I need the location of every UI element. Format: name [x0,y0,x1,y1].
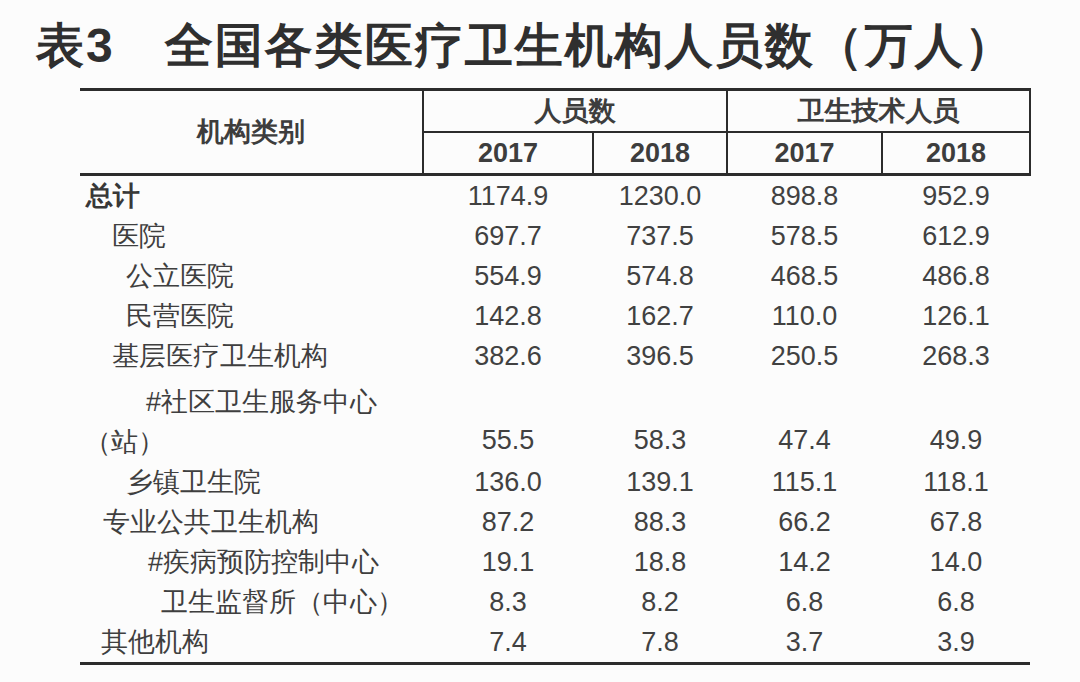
category-line-1: #社区卫生服务中心 [80,382,423,422]
value-cell: 382.6 [423,336,593,376]
table-header: 机构类别 人员数 卫生技术人员 2017 2018 2017 2018 [80,90,1030,175]
value-cell: 737.5 [593,216,727,256]
value-cell: 162.7 [593,296,727,336]
value-cell: 578.5 [727,216,882,256]
header-row-groups: 机构类别 人员数 卫生技术人员 [80,90,1030,133]
category-cell: #疾病预防控制中心 [80,542,423,582]
table-row-private-hospitals: 民营医院 142.8 162.7 110.0 126.1 [80,296,1030,336]
category-cell: 专业公共卫生机构 [80,502,423,542]
statistics-table: 机构类别 人员数 卫生技术人员 2017 2018 2017 2018 总计 1… [80,88,1031,665]
value-cell: 612.9 [882,216,1030,256]
value-cell: 18.8 [593,542,727,582]
category-cell: 民营医院 [80,296,423,336]
value-cell: 3.9 [882,622,1030,664]
table-title: 表3 全国各类医疗卫生机构人员数（万人） [36,14,1056,78]
category-cell: 公立医院 [80,256,423,296]
year-header-personnel-2018: 2018 [593,132,727,175]
value-cell: 7.8 [593,622,727,664]
value-cell: 250.5 [727,336,882,376]
value-cell: 66.2 [727,502,882,542]
value-cell: 8.3 [423,582,593,622]
page: 表3 全国各类医疗卫生机构人员数（万人） 机构类别 人员数 卫生技术人员 201… [0,0,1080,682]
column-header-category: 机构类别 [80,90,423,175]
value-cell: 19.1 [423,542,593,582]
value-cell: 574.8 [593,256,727,296]
value-cell: 952.9 [882,175,1030,217]
value-cell: 8.2 [593,582,727,622]
value-cell: 139.1 [593,462,727,502]
category-cell: 卫生监督所（中心） [80,582,423,622]
value-cell: 697.7 [423,216,593,256]
category-cell: 基层医疗卫生机构 [80,336,423,376]
value-cell: 486.8 [882,256,1030,296]
table-row-other-institutions: 其他机构 7.4 7.8 3.7 3.9 [80,622,1030,664]
value-cell: 126.1 [882,296,1030,336]
table-row-cdc-centers: #疾病预防控制中心 19.1 18.8 14.2 14.0 [80,542,1030,582]
value-cell: 67.8 [882,502,1030,542]
value-cell: 49.9 [882,376,1030,462]
value-cell: 47.4 [727,376,882,462]
value-cell: 14.2 [727,542,882,582]
value-cell: 115.1 [727,462,882,502]
value-cell: 88.3 [593,502,727,542]
value-cell: 7.4 [423,622,593,664]
year-header-personnel-2017: 2017 [423,132,593,175]
value-cell: 898.8 [727,175,882,217]
value-cell: 6.8 [882,582,1030,622]
value-cell: 87.2 [423,502,593,542]
table-row-township-health-centers: 乡镇卫生院 136.0 139.1 115.1 118.1 [80,462,1030,502]
value-cell: 1230.0 [593,175,727,217]
value-cell: 1174.9 [423,175,593,217]
table-row-grassroots-institutions: 基层医疗卫生机构 382.6 396.5 250.5 268.3 [80,336,1030,376]
table-body: 总计 1174.9 1230.0 898.8 952.9 医院 697.7 73… [80,175,1030,664]
value-cell: 142.8 [423,296,593,336]
value-cell: 118.1 [882,462,1030,502]
value-cell: 58.3 [593,376,727,462]
table-row-community-health-centers: #社区卫生服务中心 （站） 55.5 58.3 47.4 49.9 [80,376,1030,462]
value-cell: 6.8 [727,582,882,622]
category-line-2: （站） [80,422,423,462]
column-group-personnel: 人员数 [423,90,727,133]
value-cell: 55.5 [423,376,593,462]
value-cell: 3.7 [727,622,882,664]
table-row-health-supervision: 卫生监督所（中心） 8.3 8.2 6.8 6.8 [80,582,1030,622]
value-cell: 14.0 [882,542,1030,582]
value-cell: 136.0 [423,462,593,502]
year-header-tech-2018: 2018 [882,132,1030,175]
table-row-public-health-institutions: 专业公共卫生机构 87.2 88.3 66.2 67.8 [80,502,1030,542]
year-header-tech-2017: 2017 [727,132,882,175]
table-row-total: 总计 1174.9 1230.0 898.8 952.9 [80,175,1030,217]
table-row-public-hospitals: 公立医院 554.9 574.8 468.5 486.8 [80,256,1030,296]
value-cell: 110.0 [727,296,882,336]
value-cell: 268.3 [882,336,1030,376]
value-cell: 554.9 [423,256,593,296]
category-cell: 总计 [80,175,423,217]
category-cell: #社区卫生服务中心 （站） [80,376,423,462]
column-group-health-technicians: 卫生技术人员 [727,90,1030,133]
value-cell: 468.5 [727,256,882,296]
value-cell: 396.5 [593,336,727,376]
category-cell: 其他机构 [80,622,423,664]
table-row-hospitals: 医院 697.7 737.5 578.5 612.9 [80,216,1030,256]
category-cell: 医院 [80,216,423,256]
category-cell: 乡镇卫生院 [80,462,423,502]
